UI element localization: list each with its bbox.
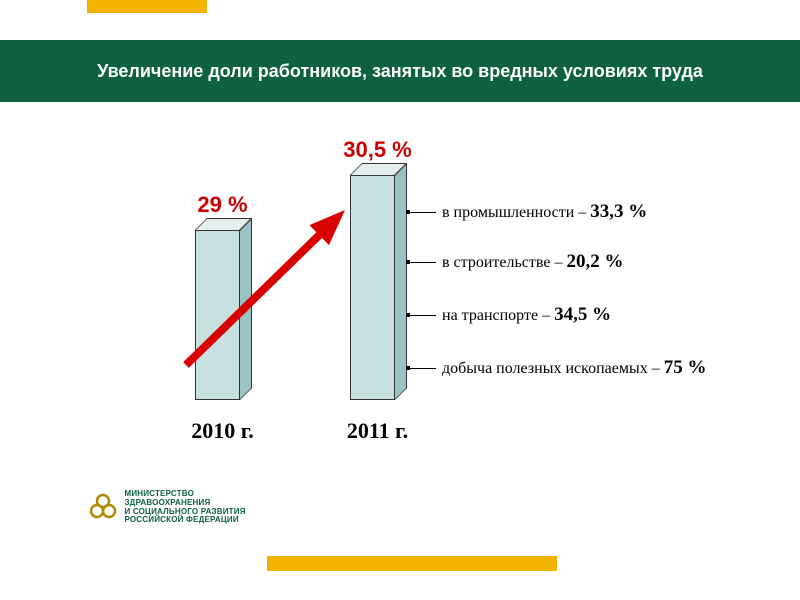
logo-line3: И СОЦИАЛЬНОГО РАЗВИТИЯ	[124, 507, 245, 516]
cat-text-3: добыча полезных ископаемых – 75 %	[442, 357, 706, 379]
cat-text-2: на транспорте – 34,5 %	[442, 304, 611, 326]
title-text: Увеличение доли работников, занятых во в…	[97, 61, 703, 82]
cat-dot-1	[406, 260, 410, 264]
logo-line4: РОССИЙСКОЙ ФЕДЕРАЦИИ	[124, 515, 238, 524]
bar-year-1: 2011 г.	[320, 418, 435, 444]
trend-arrow	[150, 174, 381, 401]
gold-accent-bottom	[267, 556, 557, 571]
logo-line1: МИНИСТЕРСТВО	[124, 489, 194, 498]
cat-text-1: в строительстве – 20,2 %	[442, 251, 623, 273]
title-bar: Увеличение доли работников, занятых во в…	[0, 40, 800, 102]
ministry-logo: МИНИСТЕРСТВО ЗДРАВООХРАНЕНИЯ И СОЦИАЛЬНО…	[86, 490, 246, 529]
logo-icon	[86, 490, 120, 529]
cat-dot-3	[406, 366, 410, 370]
gold-accent-top	[87, 0, 207, 13]
cat-connector-3	[408, 368, 436, 369]
cat-text-0: в промышленности – 33,3 %	[442, 201, 647, 223]
bar-year-0: 2010 г.	[165, 418, 280, 444]
cat-connector-2	[408, 315, 436, 316]
cat-connector-0	[408, 212, 436, 213]
cat-dot-2	[406, 313, 410, 317]
cat-connector-1	[408, 262, 436, 263]
cat-dot-0	[406, 210, 410, 214]
logo-line2: ЗДРАВООХРАНЕНИЯ	[124, 498, 210, 507]
logo-text: МИНИСТЕРСТВО ЗДРАВООХРАНЕНИЯ И СОЦИАЛЬНО…	[124, 490, 245, 525]
bar-pct-1: 30,5 %	[325, 137, 430, 163]
